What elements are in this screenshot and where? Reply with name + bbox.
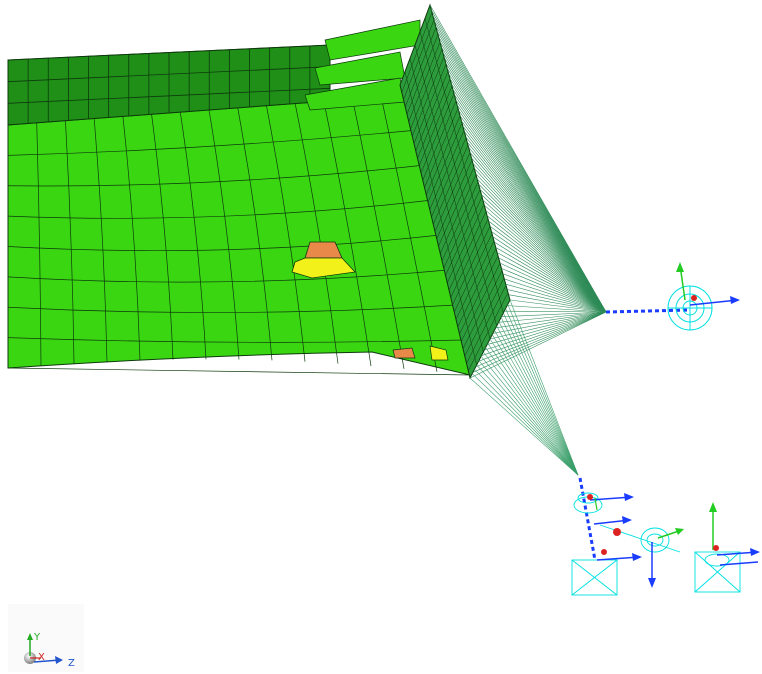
beam-element-vertical[interactable] bbox=[578, 477, 597, 561]
triad-x-label: X bbox=[38, 652, 45, 663]
beam-element-right[interactable] bbox=[605, 308, 691, 314]
coord-system-right[interactable] bbox=[667, 285, 713, 331]
hot-element-lower-orange[interactable] bbox=[392, 347, 416, 359]
hot-element-lower-yellow[interactable] bbox=[429, 345, 449, 361]
coord-system-lower-assembly[interactable] bbox=[571, 492, 741, 596]
rbe-spider-lower[interactable] bbox=[469, 299, 579, 476]
view-triad[interactable]: Y X Z bbox=[8, 604, 84, 672]
top-flap-1[interactable] bbox=[324, 19, 421, 61]
axis-arrows-right bbox=[676, 262, 740, 306]
triad-z-label: Z bbox=[68, 658, 75, 669]
axis-arrows-lower-assembly bbox=[587, 493, 760, 588]
hot-element-center-orange[interactable] bbox=[304, 241, 343, 259]
rbe-spider-upper[interactable] bbox=[429, 4, 607, 379]
triad-y-label: Y bbox=[33, 632, 41, 643]
main-shell-surface[interactable] bbox=[7, 94, 471, 376]
hot-element-center-yellow[interactable] bbox=[291, 257, 356, 279]
